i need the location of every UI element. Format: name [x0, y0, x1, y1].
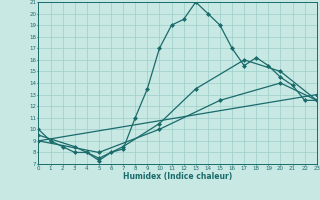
X-axis label: Humidex (Indice chaleur): Humidex (Indice chaleur)	[123, 172, 232, 181]
